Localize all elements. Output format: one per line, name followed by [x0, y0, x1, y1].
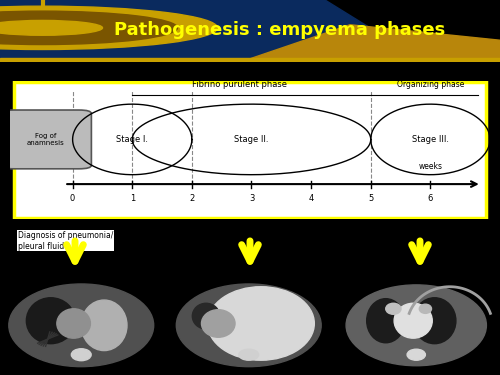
- Ellipse shape: [239, 349, 258, 360]
- Text: 4: 4: [308, 194, 314, 202]
- Circle shape: [0, 6, 218, 50]
- Text: Stage I.: Stage I.: [116, 135, 148, 144]
- Text: Fog of
anamnesis: Fog of anamnesis: [26, 133, 64, 146]
- Text: 5: 5: [368, 194, 374, 202]
- Ellipse shape: [9, 284, 154, 367]
- Ellipse shape: [26, 298, 75, 344]
- Text: weeks: weeks: [418, 162, 442, 171]
- Circle shape: [0, 11, 178, 45]
- Circle shape: [0, 20, 102, 35]
- Text: Organizing phase: Organizing phase: [396, 80, 464, 89]
- Text: 3: 3: [249, 194, 254, 202]
- Text: 0: 0: [70, 194, 75, 202]
- Polygon shape: [0, 57, 500, 62]
- Text: 1: 1: [130, 194, 135, 202]
- Text: 6: 6: [428, 194, 433, 202]
- Ellipse shape: [386, 303, 401, 314]
- Polygon shape: [0, 0, 425, 62]
- FancyBboxPatch shape: [14, 82, 486, 218]
- Ellipse shape: [192, 303, 220, 329]
- Ellipse shape: [366, 298, 405, 343]
- Ellipse shape: [81, 300, 127, 351]
- Ellipse shape: [413, 298, 456, 344]
- Text: Stage III.: Stage III.: [412, 135, 449, 144]
- Ellipse shape: [176, 284, 321, 367]
- Ellipse shape: [407, 349, 426, 360]
- Text: Fibrino purulent phase: Fibrino purulent phase: [192, 80, 287, 89]
- Text: Pathogenesis : empyema phases: Pathogenesis : empyema phases: [114, 21, 446, 39]
- Ellipse shape: [420, 304, 432, 313]
- Ellipse shape: [394, 303, 432, 338]
- Text: Diagnosis of pneumonia/
pleural fluid: Diagnosis of pneumonia/ pleural fluid: [18, 231, 114, 251]
- Ellipse shape: [72, 349, 91, 361]
- Ellipse shape: [346, 285, 486, 366]
- FancyBboxPatch shape: [2, 110, 92, 169]
- Text: Stage II.: Stage II.: [234, 135, 268, 144]
- Ellipse shape: [202, 310, 235, 337]
- Ellipse shape: [57, 309, 90, 338]
- Text: 2: 2: [189, 194, 194, 202]
- Polygon shape: [250, 25, 500, 62]
- Ellipse shape: [208, 287, 314, 360]
